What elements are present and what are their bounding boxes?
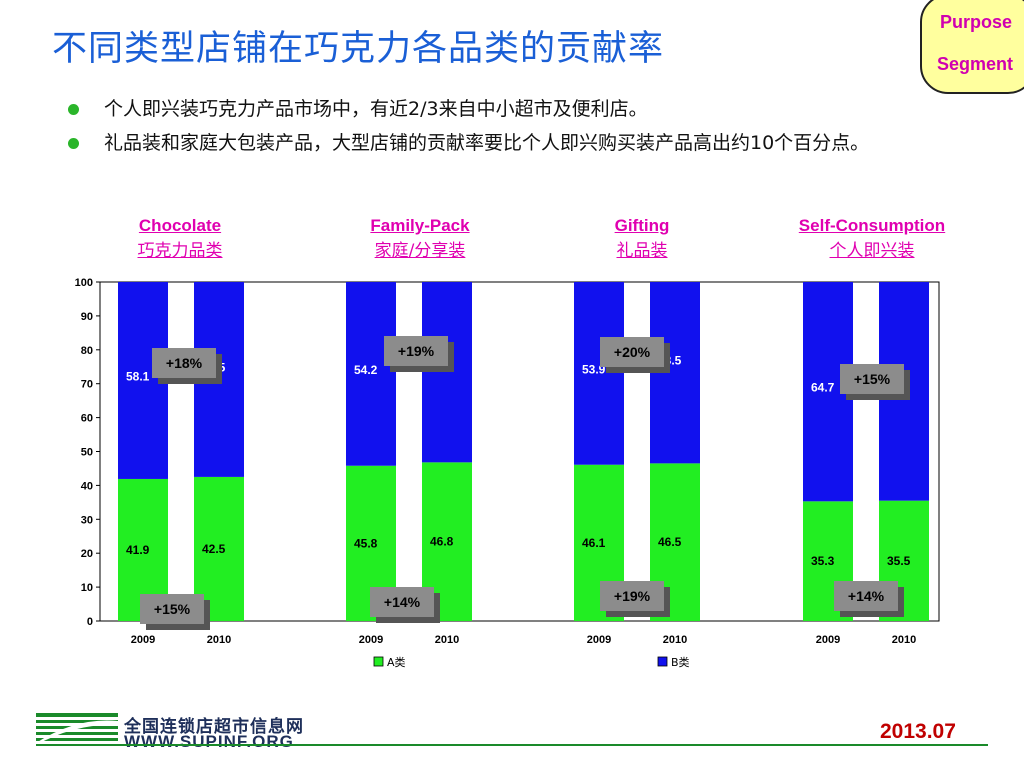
group-title-en: Chocolate	[138, 216, 222, 235]
pct-callout	[834, 581, 898, 611]
data-label-b: 53.9	[582, 362, 606, 376]
y-tick-label: 80	[81, 345, 93, 357]
bar-segment-b	[574, 282, 624, 465]
data-label-a: 45.8	[354, 536, 378, 550]
data-label-a: 46.1	[582, 536, 606, 550]
data-label-a: 42.5	[202, 542, 226, 556]
x-tick-label: 2009	[359, 634, 383, 646]
pct-callout-label: +14%	[848, 588, 885, 604]
y-tick-label: 100	[75, 277, 93, 289]
pct-callout	[140, 594, 204, 624]
bullet-dot-icon	[68, 104, 79, 115]
supinf-logo-icon	[36, 713, 118, 745]
group-title-gifting[interactable]: Gifting 礼品装	[572, 216, 712, 261]
y-tick-label: 70	[81, 379, 93, 391]
data-label-a: 41.9	[126, 543, 150, 557]
y-tick-label: 40	[81, 480, 93, 492]
y-tick-label: 20	[81, 548, 93, 560]
y-tick-label: 90	[81, 311, 93, 323]
pct-callout-label: +19%	[398, 343, 435, 359]
pct-callout-label: +20%	[614, 344, 651, 360]
y-tick-label: 50	[81, 447, 93, 459]
y-tick-label: 30	[81, 514, 93, 526]
pct-callout-label: +19%	[614, 588, 651, 604]
badge-line2: Segment	[937, 54, 1014, 74]
y-tick-label: 10	[81, 582, 93, 594]
data-label-b: 54.2	[354, 363, 378, 377]
bullet-list: 个人即兴装巧克力产品市场中，有近2/3来自中小超市及便利店。 礼品装和家庭大包装…	[66, 96, 946, 164]
x-tick-label: 2010	[892, 634, 916, 646]
data-label-b: 58.1	[126, 369, 150, 383]
pct-callout	[152, 348, 216, 378]
pct-callout	[840, 364, 904, 394]
footer-date: 2013.07	[880, 720, 956, 743]
x-tick-label: 2009	[587, 634, 611, 646]
footer-url: WWW.SUPINF.ORG	[124, 732, 294, 751]
data-label-b: 64.7	[811, 381, 835, 395]
legend-label: A类	[387, 655, 406, 669]
bar-segment-b	[422, 282, 472, 463]
slide-title: 不同类型店铺在巧克力各品类的贡献率	[52, 29, 665, 69]
pct-callout-label: +15%	[854, 371, 891, 387]
purpose-segment-badge: Purpose Segment	[920, 0, 1024, 94]
group-title-en: Gifting	[614, 216, 670, 235]
bullet-text: 个人即兴装巧克力产品市场中，有近2/3来自中小超市及便利店。	[104, 98, 648, 120]
bar-segment-b	[346, 282, 396, 466]
bullet-text: 礼品装和家庭大包装产品，大型店铺的贡献率要比个人即兴购买装产品高出约10个百分点…	[104, 132, 870, 154]
stacked-bar-chart: 010203040506070809010041.958.1200942.557…	[75, 277, 940, 669]
pct-callout-label: +18%	[166, 355, 203, 371]
x-tick-label: 2010	[207, 634, 231, 646]
data-label-a: 35.3	[811, 554, 835, 568]
pct-callout	[370, 587, 434, 617]
footer-divider	[36, 744, 988, 746]
data-label-a: 35.5	[887, 554, 911, 568]
legend-swatch	[373, 656, 384, 667]
x-tick-label: 2010	[663, 634, 687, 646]
group-title-cn: 个人即兴装	[829, 241, 915, 261]
group-title-chocolate[interactable]: Chocolate 巧克力品类	[100, 216, 260, 261]
pct-callout-label: +14%	[384, 594, 421, 610]
group-title-cn: 礼品装	[616, 241, 668, 261]
pct-callout	[600, 581, 664, 611]
badge-line1: Purpose	[940, 12, 1013, 32]
pct-callout	[384, 336, 448, 366]
x-tick-label: 2010	[435, 634, 459, 646]
footer-org-name: 全国连锁店超市信息网	[124, 717, 304, 737]
bullet-dot-icon	[68, 138, 79, 149]
data-label-a: 46.8	[430, 535, 454, 549]
x-tick-label: 2009	[131, 634, 155, 646]
group-title-self-consumption[interactable]: Self-Consumption 个人即兴装	[776, 216, 968, 261]
group-title-cn: 家庭/分享装	[374, 241, 466, 261]
bullet-item: 礼品装和家庭大包装产品，大型店铺的贡献率要比个人即兴购买装产品高出约10个百分点…	[66, 130, 946, 156]
y-tick-label: 0	[87, 616, 93, 628]
y-tick-label: 60	[81, 413, 93, 425]
data-label-a: 46.5	[658, 535, 682, 549]
legend-label: B类	[671, 655, 690, 669]
group-title-family-pack[interactable]: Family-Pack 家庭/分享装	[330, 216, 510, 261]
group-title-cn: 巧克力品类	[137, 241, 223, 261]
pct-callout	[600, 337, 664, 367]
x-tick-label: 2009	[816, 634, 840, 646]
pct-callout-label: +15%	[154, 601, 191, 617]
bullet-item: 个人即兴装巧克力产品市场中，有近2/3来自中小超市及便利店。	[66, 96, 946, 122]
group-title-en: Family-Pack	[370, 216, 470, 235]
group-title-en: Self-Consumption	[798, 216, 946, 235]
legend-swatch	[657, 656, 668, 667]
